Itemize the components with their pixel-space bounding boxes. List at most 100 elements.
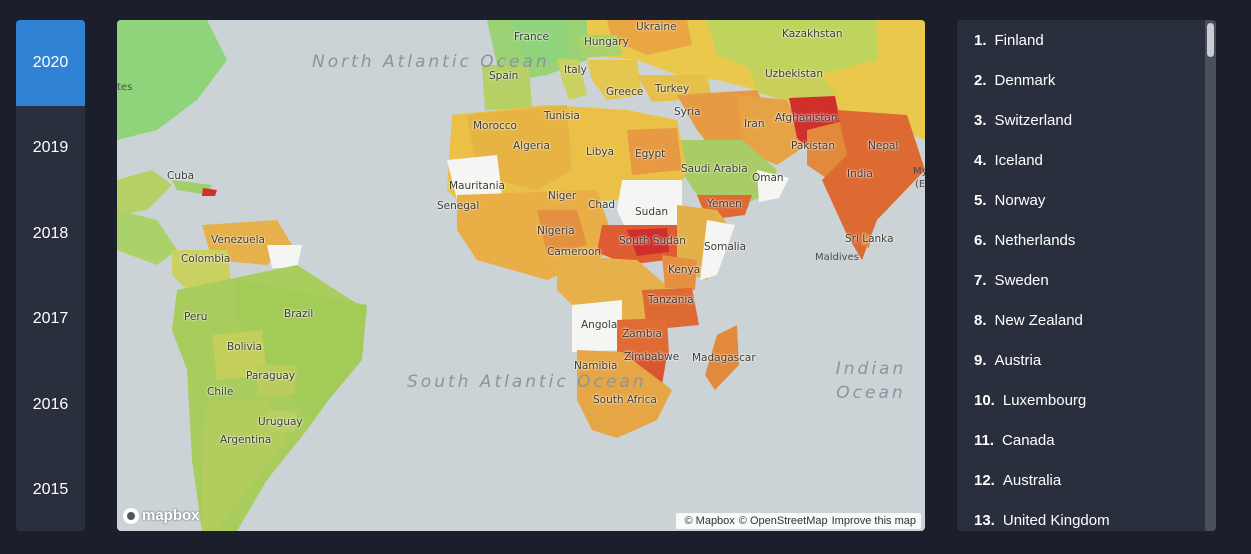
- country-label-oman: Oman: [752, 172, 784, 184]
- rank-country: Denmark: [994, 71, 1056, 89]
- region-egypt: [627, 128, 682, 175]
- country-label-tanzania: Tanzania: [648, 294, 694, 306]
- rank-number: 5.: [974, 191, 987, 209]
- attribution-mapbox-link[interactable]: © Mapbox: [684, 515, 735, 527]
- list-item[interactable]: 6. Netherlands: [957, 220, 1205, 260]
- country-label-sri-lanka: Sri Lanka: [845, 233, 894, 245]
- country-label-colombia: Colombia: [181, 253, 231, 265]
- map-attribution: © Mapbox © OpenStreetMap Improve this map: [675, 513, 921, 529]
- country-label-pakistan: Pakistan: [791, 140, 835, 152]
- country-label-iran: Iran: [744, 118, 765, 130]
- region-hungary: [577, 35, 622, 58]
- country-label-e: (E: [915, 179, 925, 190]
- year-2019-button[interactable]: 2019: [32, 139, 69, 157]
- region-north-america: [117, 20, 227, 140]
- ranking-scrollbar[interactable]: [1205, 20, 1216, 531]
- region-ukraine: [607, 20, 692, 55]
- region-nigeria: [537, 210, 587, 255]
- mapbox-logo-text: mapbox: [142, 507, 200, 524]
- country-label-turkey: Turkey: [655, 83, 690, 95]
- ocean-label-indian: Indian Ocean: [835, 359, 907, 403]
- rank-number: 11.: [974, 431, 995, 449]
- list-item[interactable]: 8. New Zealand: [957, 300, 1205, 340]
- country-label-nigeria: Nigeria: [537, 225, 575, 237]
- country-label-my: My: [913, 166, 925, 177]
- list-item[interactable]: 12. Australia: [957, 460, 1205, 500]
- country-label-egypt: Egypt: [635, 148, 666, 160]
- list-item[interactable]: 10. Luxembourg: [957, 380, 1205, 420]
- country-label-chile: Chile: [207, 386, 234, 398]
- year-2020-button[interactable]: 2020: [16, 20, 85, 106]
- list-item[interactable]: 4. Iceland: [957, 140, 1205, 180]
- region-mauritania: [447, 155, 502, 200]
- region-sri-lanka: [861, 232, 872, 248]
- region-uzbekistan: [747, 65, 837, 105]
- list-item[interactable]: 2. Denmark: [957, 60, 1205, 100]
- list-item[interactable]: 9. Austria: [957, 340, 1205, 380]
- rank-country: Norway: [994, 191, 1046, 209]
- ocean-label-south-atlantic: South Atlantic Ocean: [407, 372, 647, 392]
- country-label-somalia: Somalia: [704, 241, 747, 253]
- happiness-map[interactable]: North Atlantic Ocean South Atlantic Ocea…: [117, 20, 925, 531]
- rank-country: Finland: [994, 31, 1044, 49]
- list-item[interactable]: 13. United Kingdom: [957, 500, 1205, 531]
- region-somalia: [700, 220, 735, 280]
- ranking-items: 1. Finland 2. Denmark 3. Switzerland 4. Icel…: [957, 20, 1205, 531]
- country-label-cuba: Cuba: [167, 170, 195, 182]
- rank-number: 4.: [974, 151, 987, 169]
- country-label-senegal: Senegal: [437, 200, 480, 212]
- region-argentina: [202, 400, 287, 531]
- list-item[interactable]: 5. Norway: [957, 180, 1205, 220]
- region-madagascar: [705, 325, 739, 390]
- map-canvas: [117, 20, 925, 531]
- country-label-tes: tes: [117, 82, 133, 93]
- year-selector: 2020 2019 2018 2017 2016 2015: [16, 20, 85, 531]
- rank-number: 12.: [974, 471, 995, 489]
- rank-country: Luxembourg: [1002, 391, 1087, 409]
- country-label-south-sudan: South Sudan: [619, 235, 686, 247]
- year-2016-button[interactable]: 2016: [32, 395, 69, 413]
- rank-number: 3.: [974, 111, 987, 129]
- country-label-hungary: Hungary: [584, 36, 629, 48]
- region-paraguay: [257, 365, 297, 398]
- region-arabia: [672, 140, 777, 210]
- country-label-yemen: Yemen: [707, 198, 742, 210]
- mapbox-logo[interactable]: mapbox: [123, 507, 200, 524]
- country-label-kenya: Kenya: [668, 264, 701, 276]
- region-india: [822, 110, 925, 260]
- country-label-spain: Spain: [489, 70, 519, 82]
- list-item[interactable]: 7. Sweden: [957, 260, 1205, 300]
- rank-country: Netherlands: [994, 231, 1076, 249]
- region-kenya: [662, 255, 697, 290]
- region-caribbean: [117, 170, 172, 215]
- year-2017-button[interactable]: 2017: [32, 310, 69, 328]
- region-uruguay: [267, 410, 297, 432]
- year-2018-button[interactable]: 2018: [32, 224, 69, 242]
- region-brazil: [237, 280, 367, 420]
- attribution-osm-link[interactable]: © OpenStreetMap: [738, 515, 828, 527]
- year-2015-button[interactable]: 2015: [32, 481, 69, 499]
- rank-country: Austria: [994, 351, 1042, 369]
- region-cuba: [172, 180, 212, 195]
- region-spain: [482, 65, 532, 110]
- country-label-chad: Chad: [588, 199, 616, 211]
- rank-number: 6.: [974, 231, 987, 249]
- country-label-afghanistan: Afghanistan: [775, 112, 838, 124]
- rank-country: Canada: [1002, 431, 1055, 449]
- list-item[interactable]: 3. Switzerland: [957, 100, 1205, 140]
- rank-country: United Kingdom: [1002, 511, 1110, 529]
- country-label-sudan: Sudan: [635, 206, 669, 218]
- country-label-saudi-arabia: Saudi Arabia: [681, 163, 748, 175]
- list-item[interactable]: 11. Canada: [957, 420, 1205, 460]
- rank-country: Iceland: [994, 151, 1043, 169]
- rank-number: 1.: [974, 31, 987, 49]
- ocean-label-north-atlantic: North Atlantic Ocean: [312, 52, 550, 72]
- country-label-india: India: [847, 168, 873, 180]
- rank-country: New Zealand: [994, 311, 1083, 329]
- scrollbar-thumb[interactable]: [1207, 23, 1214, 57]
- attribution-improve-link[interactable]: Improve this map: [831, 515, 916, 527]
- rank-country: Sweden: [994, 271, 1049, 289]
- country-label-peru: Peru: [184, 311, 208, 323]
- country-label-bolivia: Bolivia: [227, 341, 263, 353]
- list-item[interactable]: 1. Finland: [957, 20, 1205, 60]
